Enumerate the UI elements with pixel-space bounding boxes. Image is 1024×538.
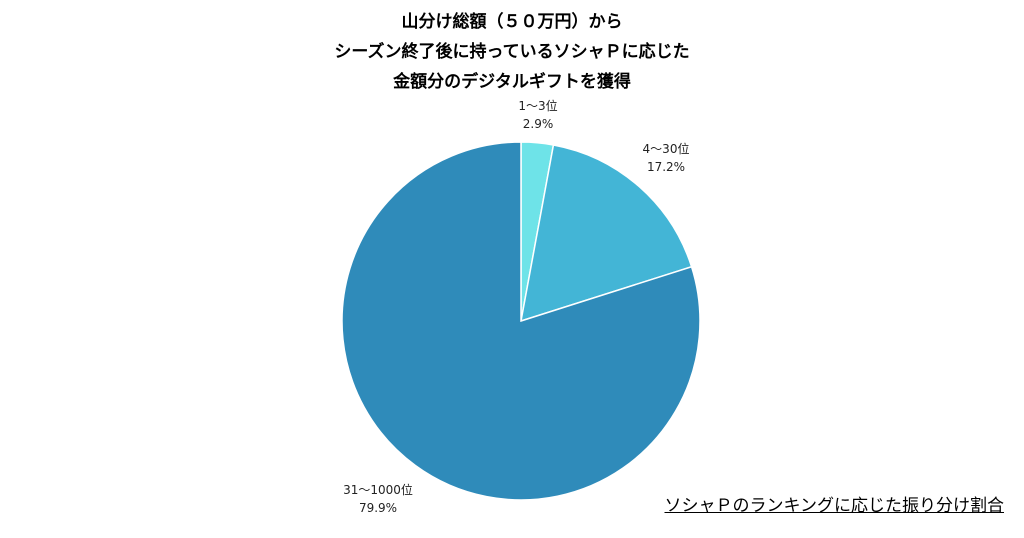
slice-label-3: 31〜1000位 bbox=[343, 482, 413, 497]
slice-label-2: 4〜30位 bbox=[643, 141, 690, 156]
chart-title-line-1: 山分け総額（５０万円）から bbox=[401, 12, 623, 32]
slice-value-label-2: 17.2% bbox=[647, 160, 685, 174]
pie-slice-3 bbox=[341, 141, 701, 501]
pie-slice-2 bbox=[520, 144, 693, 323]
slice-value-label-3: 79.9% bbox=[359, 501, 397, 515]
slice-label-1: 1〜3位 bbox=[518, 98, 557, 113]
chart-title-line-3: 金額分のデジタルギフトを獲得 bbox=[393, 72, 631, 92]
slice-value-label-1: 2.9% bbox=[523, 117, 554, 131]
chart-title-line-2: シーズン終了後に持っているソシャＰに応じた bbox=[334, 42, 690, 62]
chart-caption: ソシャＰのランキングに応じた振り分け割合 bbox=[664, 496, 1005, 516]
